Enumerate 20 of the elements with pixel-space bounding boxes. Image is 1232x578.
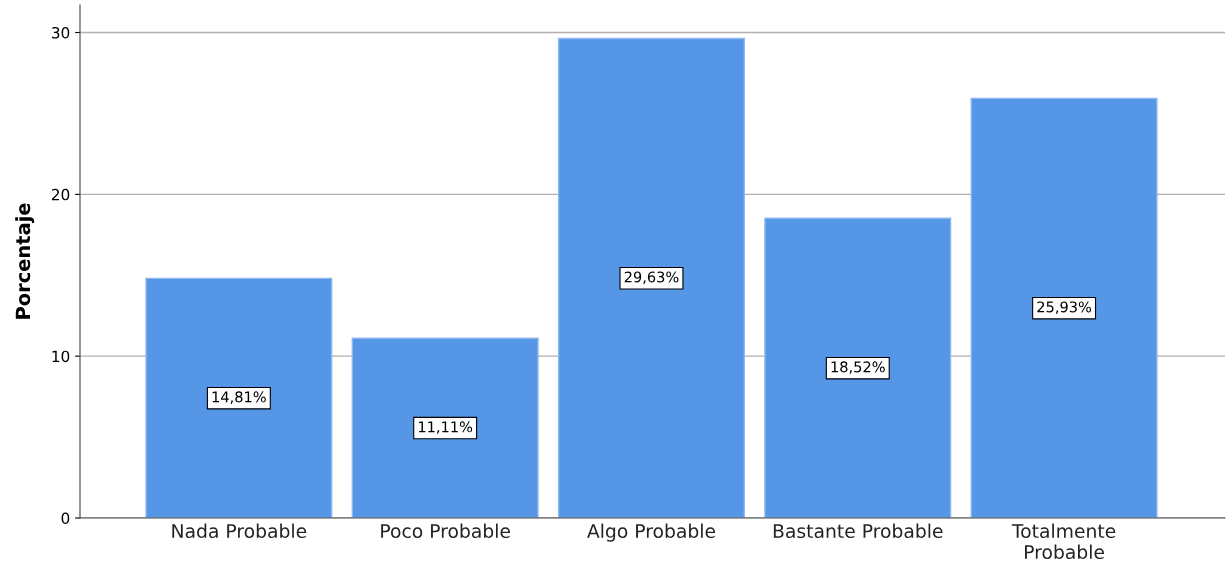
y-tick-label: 10 [52, 350, 70, 363]
y-axis-title: Porcentaje [15, 203, 35, 319]
data-label: 14,81% [212, 391, 266, 404]
data-label: 29,63% [624, 271, 679, 284]
data-label: 18,52% [831, 361, 885, 374]
bar [970, 97, 1158, 518]
y-tick-label: 30 [52, 26, 70, 39]
x-tick-label: Nada Probable [172, 523, 307, 539]
bar [557, 37, 746, 518]
data-label: 25,93% [1037, 301, 1092, 314]
x-tick-label: Bastante Probable [773, 523, 943, 539]
bar [764, 217, 952, 518]
x-tick-label: Totalmente Probable [1011, 523, 1116, 560]
bar [351, 337, 539, 518]
data-label: 11,11% [418, 421, 473, 434]
x-tick-label: Algo Probable [587, 523, 716, 542]
y-tick-label: 20 [51, 188, 70, 201]
x-tick-label: Poco Probable [381, 523, 510, 539]
bar [145, 277, 333, 518]
y-tick-label: 0 [61, 512, 70, 525]
